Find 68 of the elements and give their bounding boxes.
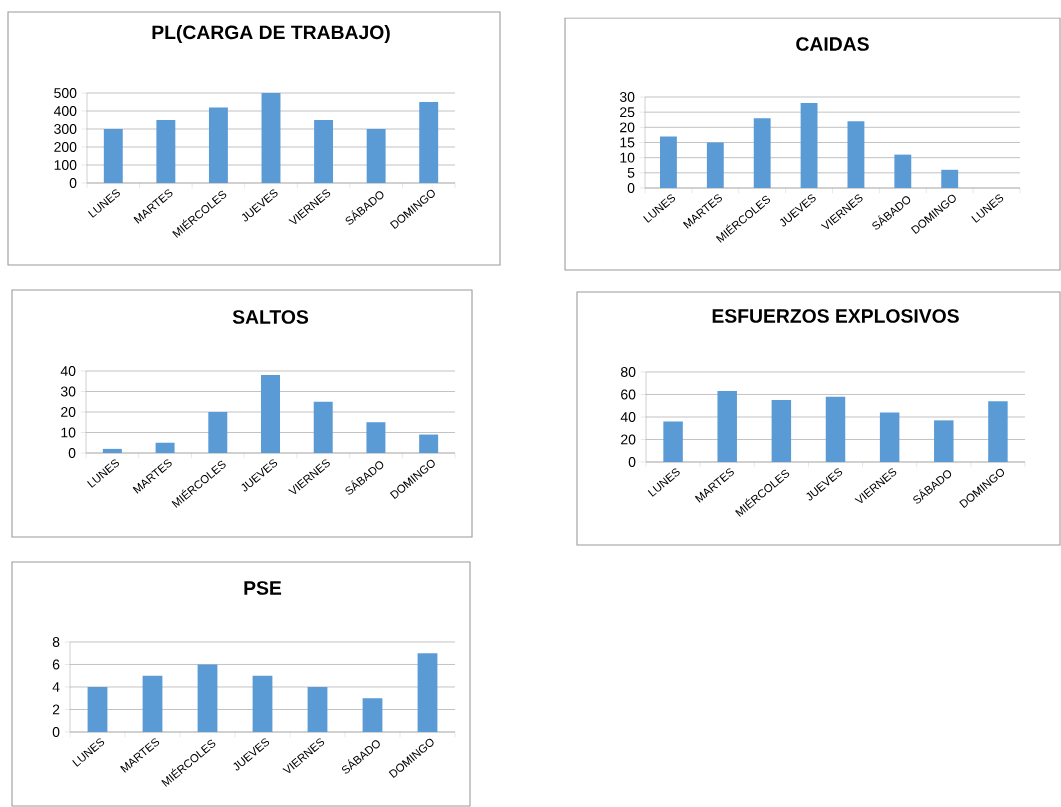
bar	[87, 686, 108, 732]
chart-title: PSE	[244, 581, 282, 595]
y-tick-label: 0	[68, 448, 76, 458]
y-tick-label: 10	[61, 427, 76, 438]
y-tick-label: 6	[52, 659, 60, 670]
y-tick-label: 5	[627, 167, 635, 178]
bar	[155, 442, 175, 453]
bar	[941, 169, 959, 188]
y-tick-label: 500	[54, 88, 77, 98]
y-tick-label: 10	[620, 152, 635, 163]
y-tick-label: 200	[54, 142, 77, 152]
bar	[771, 400, 792, 462]
bar	[879, 412, 900, 462]
bar	[847, 121, 865, 188]
bar	[988, 401, 1008, 462]
bar	[717, 391, 737, 462]
chart-title: SALTOS	[232, 310, 309, 324]
bar	[307, 686, 328, 732]
bar	[419, 101, 439, 183]
bar	[660, 136, 677, 188]
y-tick-label: 15	[620, 137, 635, 148]
y-tick-label: 300	[54, 124, 77, 134]
y-tick-label: 0	[69, 178, 77, 188]
bar	[663, 421, 683, 462]
y-tick-label: 30	[619, 92, 635, 102]
y-tick-label: 80	[620, 367, 636, 377]
y-tick-label: 20	[620, 122, 635, 133]
bar	[366, 422, 386, 453]
y-tick-label: 0	[52, 727, 60, 737]
y-tick-label: 25	[620, 107, 635, 118]
bar	[261, 93, 281, 183]
bar	[800, 103, 818, 188]
bar	[261, 375, 280, 453]
bar	[362, 698, 383, 732]
chart-title: CAIDAS	[796, 37, 869, 51]
y-tick-label: 400	[53, 106, 77, 116]
bar	[102, 448, 122, 453]
bar	[825, 396, 846, 462]
bar	[208, 411, 228, 453]
y-tick-label: 60	[621, 389, 636, 400]
chart-title: PL(CARGA DE TRABAJO)	[152, 24, 390, 44]
y-tick-label: 40	[620, 412, 636, 422]
y-tick-label: 2	[52, 704, 60, 715]
bar	[313, 401, 333, 453]
bar	[934, 420, 954, 462]
y-tick-label: 40	[60, 366, 76, 376]
y-tick-label: 20	[61, 407, 76, 417]
bar	[142, 675, 163, 732]
bar	[753, 118, 771, 188]
bar	[366, 128, 386, 183]
bar	[252, 675, 273, 732]
chart-title: ESFUERZOS EXPLOSIVOS	[712, 309, 959, 323]
y-tick-label: 4	[52, 682, 60, 692]
y-tick-label: 30	[60, 386, 76, 397]
bar	[103, 128, 123, 183]
y-tick-label: 100	[54, 160, 77, 170]
y-tick-label: 0	[628, 457, 636, 467]
bar	[419, 434, 439, 453]
bar	[417, 653, 438, 732]
y-tick-label: 8	[52, 637, 60, 647]
bar	[156, 119, 176, 183]
bar	[314, 119, 334, 183]
bar	[894, 154, 912, 188]
y-tick-label: 20	[621, 434, 636, 445]
bar	[197, 664, 218, 732]
bar	[706, 142, 724, 188]
bar	[208, 107, 228, 183]
y-tick-label: 0	[627, 183, 635, 193]
